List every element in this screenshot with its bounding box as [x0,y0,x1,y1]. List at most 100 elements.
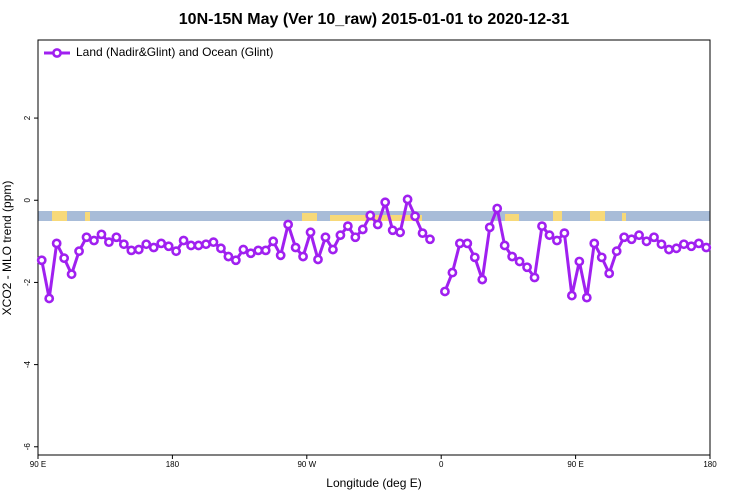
data-point [537,221,547,232]
data-point [380,197,391,208]
data-point [298,251,308,262]
data-point [701,242,712,253]
data-point [626,234,637,245]
data-point [313,254,323,265]
data-point [492,203,503,214]
data-point [581,292,592,303]
data-point [268,236,279,247]
data-point [357,224,368,235]
data-point [619,232,630,243]
y-tick-label: -2 [23,278,32,286]
data-point [81,232,92,243]
data-point [223,251,234,262]
data-point [499,240,510,251]
data-point [305,227,316,238]
land-patch [553,211,562,221]
data-point [328,244,338,255]
data-point [454,238,465,249]
data-point [74,246,84,257]
data-point [425,234,435,245]
legend-label: Land (Nadir&Glint) and Ocean (Glint) [76,45,273,59]
data-point [290,242,301,253]
data-point [656,239,667,250]
data-point [544,230,555,241]
data-point [507,251,518,262]
data-point [238,244,249,255]
data-point [634,230,644,241]
data-point [59,253,70,264]
x-tick-label: 180 [703,460,717,469]
data-point [36,255,47,266]
data-point [178,235,189,246]
data-point [148,242,159,253]
data-point [514,256,525,267]
x-tick-label: 90 W [297,460,316,469]
data-point [342,221,353,232]
land-patch [590,211,605,221]
data-point [604,268,615,279]
data-point [111,232,122,243]
data-point [611,246,622,257]
data-point [350,232,361,243]
data-point [589,238,600,249]
y-tick-label: -6 [23,443,32,451]
data-point [417,228,428,239]
data-point [335,230,346,241]
data-point [387,225,398,236]
data-point [469,252,480,263]
data-point [477,274,488,285]
land-patch [505,214,519,221]
data-point [574,256,585,267]
data-point [163,241,174,252]
data-point [559,228,570,239]
data-point [44,293,55,304]
data-point [104,237,114,248]
data-point [462,238,473,249]
y-tick-label: 0 [23,197,32,202]
data-point [320,232,331,243]
land-patch [330,215,422,221]
data-point [678,239,689,250]
data-point [372,219,383,230]
land-patch [622,213,626,221]
data-point [201,239,211,250]
data-point [245,248,256,259]
data-point [186,240,196,251]
y-axis-label: XCO2 - MLO trend (ppm) [0,181,14,316]
x-tick-label: 180 [166,460,180,469]
land-patch [52,211,67,221]
y-tick-label: 2 [23,115,32,120]
legend-marker [52,48,62,58]
data-point [283,219,294,230]
data-point [126,245,137,256]
data-point [118,239,129,250]
data-point [447,267,458,278]
data-point [89,235,99,246]
data-point [365,210,376,221]
data-point [193,240,204,251]
land-patch [302,213,317,221]
data-point [693,238,704,249]
x-axis-label: Longitude (deg E) [326,476,421,490]
data-point [522,262,532,273]
data-point [484,222,495,233]
data-point [671,243,682,254]
data-point [66,269,77,280]
data-point [664,244,674,255]
data-point [260,245,271,256]
data-point [208,237,219,248]
x-tick-label: 90 E [567,460,583,469]
data-point [156,238,167,249]
data-point [141,239,152,250]
data-point [552,235,562,246]
x-tick-label: 0 [439,460,444,469]
chart-title: 10N-15N May (Ver 10_raw) 2015-01-01 to 2… [179,11,570,28]
data-point [253,245,264,256]
data-point [133,244,144,255]
data-point [395,227,406,238]
data-point [596,252,607,263]
data-point [216,243,226,254]
data-point [566,290,577,301]
y-tick-label: -4 [23,361,32,369]
data-point [529,272,540,283]
